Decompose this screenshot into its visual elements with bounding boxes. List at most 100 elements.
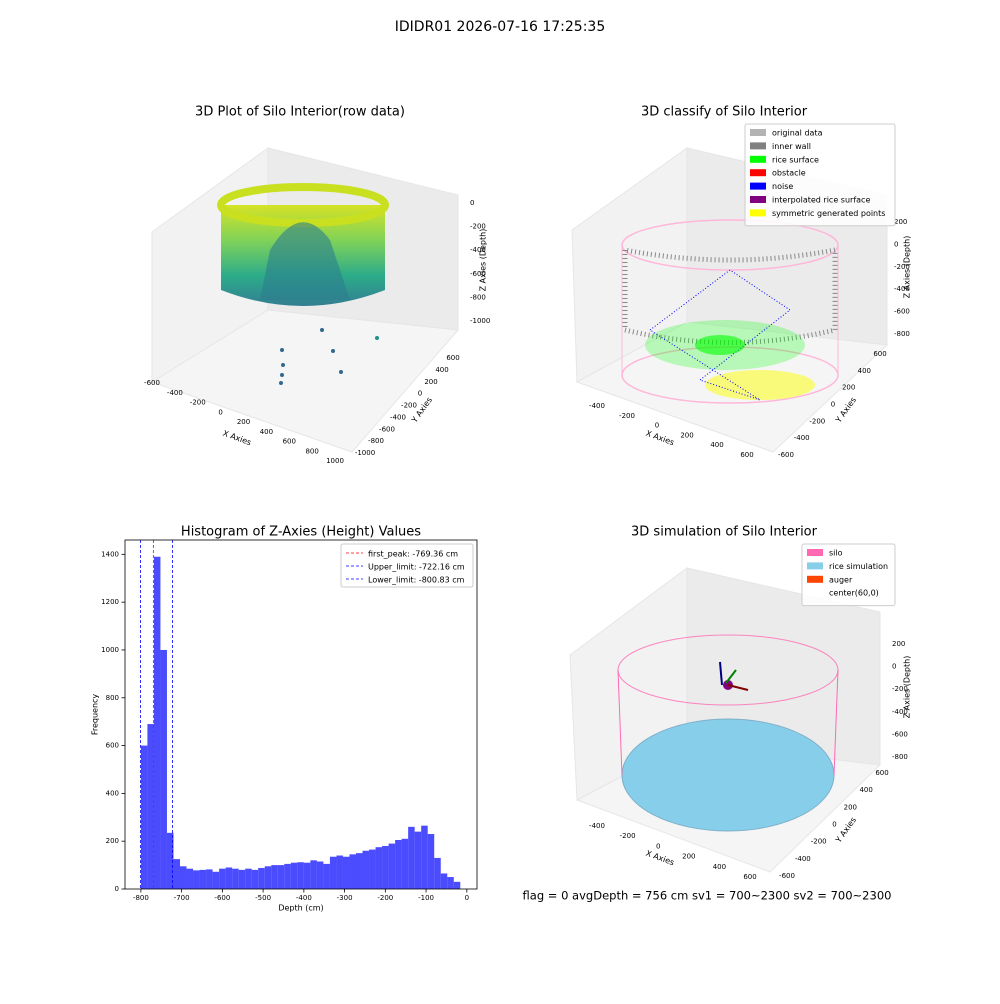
bar <box>219 868 226 889</box>
y-tick-label: 200 <box>424 378 437 386</box>
y-tick-label: 800 <box>106 694 119 702</box>
y-tick-label: -1000 <box>355 449 375 457</box>
y-tick-label: 600 <box>446 354 459 362</box>
legend-swatch <box>750 169 766 177</box>
y-tick-label: 1200 <box>101 598 119 606</box>
legend-swatch <box>750 182 766 190</box>
y-tick-label: -800 <box>368 437 384 445</box>
x-tick-label: -300 <box>337 894 353 902</box>
x-tick-label: -500 <box>255 894 271 902</box>
bar <box>421 825 428 889</box>
bar <box>277 865 285 889</box>
bar <box>173 859 180 889</box>
z-tick-label: -200 <box>894 263 910 271</box>
bar <box>388 843 396 889</box>
y-tick-label: -600 <box>778 451 794 459</box>
legend-box <box>340 543 474 588</box>
z-axis-label: Z Axies (Depth) <box>903 656 912 719</box>
z-tick-label: -400 <box>470 246 486 254</box>
x-tick-label: 600 <box>743 873 756 881</box>
z-tick-label: -600 <box>470 270 486 278</box>
status-text: flag = 0 avgDepth = 756 cm sv1 = 700~230… <box>523 889 892 903</box>
plot-title: 3D classify of Silo Interior <box>641 105 808 120</box>
legend-swatch <box>807 562 823 570</box>
legend-label: obstacle <box>772 169 806 178</box>
bar <box>303 862 311 889</box>
legend-label: silo <box>829 549 843 558</box>
y-tick-label: 200 <box>842 384 855 392</box>
chart-title: Histogram of Z-Axies (Height) Values <box>181 525 421 540</box>
plot-title: 3D Plot of Silo Interior(row data) <box>195 105 405 120</box>
x-tick-label: -400 <box>296 894 312 902</box>
legend-swatch <box>750 196 766 203</box>
x-tick-label: 1000 <box>326 457 344 465</box>
z-tick-label: 0 <box>470 199 474 207</box>
bar <box>440 873 448 889</box>
legend-label: center(60,0) <box>829 589 879 598</box>
x-tick-label: 0 <box>655 422 659 430</box>
y-tick-label: 200 <box>844 803 857 811</box>
y-axis-label: Y Axies <box>833 396 858 426</box>
plot2-cloud <box>621 219 839 404</box>
bar <box>329 856 337 889</box>
x-tick-label: 200 <box>682 853 695 861</box>
x-tick-label: -600 <box>144 379 160 387</box>
y-tick-label: 200 <box>106 837 119 845</box>
y-tick-label: -600 <box>379 425 395 433</box>
x-tick-label: 600 <box>740 451 753 459</box>
y-tick-label: 1400 <box>101 550 119 558</box>
legend-swatch <box>750 129 766 136</box>
legend-label: Upper_limit: -722.16 cm <box>368 563 465 572</box>
z-axis-label: Z Axies (Depth) <box>479 229 488 292</box>
bar <box>238 869 246 889</box>
legend-box <box>744 123 896 227</box>
bar <box>414 831 422 889</box>
x-tick-label: -200 <box>619 412 635 420</box>
axes-frame <box>124 539 478 890</box>
y-tick-label: -200 <box>811 838 827 846</box>
bar <box>369 849 376 889</box>
x-tick-label: 0 <box>465 894 469 902</box>
z-tick-label: 0 <box>894 240 898 248</box>
z-tick-label: 200 <box>892 640 905 648</box>
x-axis-label: Depth (cm) <box>278 904 323 913</box>
legend-swatch <box>807 575 823 583</box>
x-tick-label: 400 <box>713 863 726 871</box>
legend-swatch <box>807 589 823 597</box>
bar <box>166 832 174 889</box>
bar <box>271 865 278 889</box>
legend-label: rice surface <box>772 155 819 164</box>
bar <box>401 838 409 889</box>
bar <box>395 839 402 889</box>
bar <box>382 845 389 889</box>
x-tick-label: -200 <box>620 832 636 840</box>
legend-swatch <box>807 549 823 556</box>
bar <box>336 855 343 889</box>
bar <box>362 850 370 889</box>
bar <box>147 724 154 889</box>
x-tick-label: 200 <box>680 431 693 439</box>
x-tick-label: -100 <box>418 894 434 902</box>
bar <box>356 853 363 889</box>
y-tick-label: 400 <box>106 789 119 797</box>
y-axis-label: Y Axies <box>833 816 858 846</box>
legend-swatch <box>750 209 766 217</box>
x-tick-label: -400 <box>167 389 183 397</box>
z-tick-label: 0 <box>892 663 896 671</box>
x-tick-label: -400 <box>589 402 605 410</box>
z-tick-label: -400 <box>894 285 910 293</box>
legend-box <box>801 543 896 607</box>
y-tick-label: -200 <box>401 402 417 410</box>
legend-label: interpolated rice surface <box>772 196 870 205</box>
x-tick-label: 400 <box>260 428 273 436</box>
bar <box>434 857 441 889</box>
y-tick-label: 1000 <box>101 646 119 654</box>
bar <box>153 556 161 889</box>
x-tick-label: -200 <box>190 399 206 407</box>
y-tick-label: 0 <box>831 401 835 409</box>
x-tick-label: -800 <box>133 894 149 902</box>
bar <box>140 745 148 889</box>
bar <box>258 867 265 889</box>
x-tick-label: -200 <box>377 894 393 902</box>
y-tick-label: -400 <box>794 434 810 442</box>
